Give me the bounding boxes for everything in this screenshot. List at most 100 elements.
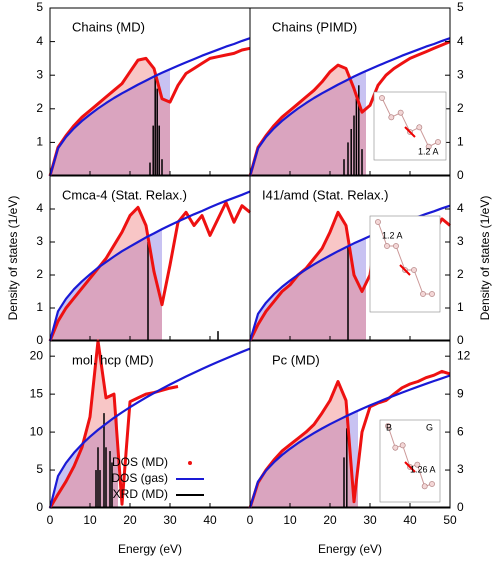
filled-area [50,207,162,341]
filled-area [50,229,162,341]
y-tick-label: 4 [36,34,43,48]
atom [379,95,385,101]
y-tick-label: 12 [457,348,471,362]
filled-area [50,341,118,508]
gas-line [248,37,451,177]
y-tick-label: 20 [30,348,44,362]
y-tick-label: 5 [36,0,43,14]
legend-label: XRD (MD) [113,487,168,501]
y-axis-label: Density of states (1/eV) [478,196,492,321]
x-axis-label: Energy (eV) [318,542,382,556]
y-tick-label: 0 [457,333,464,347]
y-tick-label: 0 [457,500,464,514]
x-tick-label: 40 [203,513,217,527]
y-axis-label: Density of states (1/eV) [6,196,20,321]
filled-area [250,212,366,341]
panel-frame [249,340,451,509]
dos-line [48,46,251,177]
x-tick-label: 0 [247,513,254,527]
y-tick-label: 5 [457,0,464,14]
dos-line [248,369,451,509]
atom [385,423,391,429]
filled-area [250,71,366,176]
y-tick-label: 15 [30,386,44,400]
x-tick-label: 0 [47,513,54,527]
y-tick-label: 2 [457,101,464,115]
panel: 0 1 2 3 4 5 Chains (MD) [36,0,251,182]
bond-highlight [399,264,411,276]
y-tick-label: 9 [457,386,464,400]
x-tick-label: 40 [403,513,417,527]
atom [393,243,399,249]
panel: 0 5 10 15 20 0 10 20 30 40 mol. hcp (MD) Energy (eV… [30,339,251,556]
y-tick-label: 3 [457,462,464,476]
bond-highlight [404,126,416,138]
panel: 0 3 6 9 12 0 10 20 30 40 50 Pc (MD) Energy (eV) B G 1.2… [247,340,471,556]
y-tick-label: 1 [457,135,464,149]
atom [429,291,435,297]
y-tick-label: 1 [36,135,43,149]
panel-title: Chains (MD) [72,19,145,34]
x-tick-label: 20 [323,513,337,527]
atom [397,109,404,116]
atom [425,143,432,150]
y-tick-label: 3 [457,67,464,81]
y-tick-label: 4 [457,201,464,215]
y-tick-label: 10 [30,424,44,438]
atom [429,481,435,487]
y-tick-label: 0 [36,333,43,347]
annotation: B [386,422,392,432]
filled-area [50,69,170,176]
filled-area [250,237,366,341]
y-tick-label: 5 [36,462,43,476]
atom [384,243,390,249]
atom [388,114,395,121]
panel: 0 1 2 3 4 I41/amd (Stat. Relax.) 1.2 A [248,175,464,347]
atom [411,267,417,273]
y-tick-label: 3 [457,234,464,248]
inset [373,91,447,161]
atom [420,291,426,297]
filled-area [50,58,170,176]
x-tick-label: 10 [283,513,297,527]
panel-title: I41/amd (Stat. Relax.) [262,187,388,202]
y-tick-label: 0 [36,168,43,182]
x-tick-label: 30 [163,513,177,527]
y-tick-label: 6 [457,424,464,438]
y-tick-label: 4 [457,34,464,48]
gas-line [48,37,251,177]
filled-area [250,65,366,176]
y-tick-label: 3 [36,67,43,81]
atom [421,483,428,490]
inset [369,215,441,313]
x-tick-label: 30 [363,513,377,527]
y-tick-label: 0 [36,500,43,514]
atom [392,444,399,451]
atom [435,139,441,145]
annotation: 1.2 A [418,146,439,156]
y-tick-label: 1 [36,300,43,314]
panel-title: mol. hcp (MD) [72,352,154,367]
y-tick-label: 3 [36,234,43,248]
x-tick-label: 50 [443,513,457,527]
annotation: 1.2 A [382,230,403,240]
annotation: 1.26 A [410,464,436,474]
atom [399,442,406,449]
bond-highlight [404,461,416,473]
x-tick-label: 20 [123,513,137,527]
inset [379,419,441,503]
legend-label: DOS (MD) [112,455,168,469]
panel: 0 1 2 3 4 Cmca-4 (Stat. Relax.) [36,175,251,347]
panel-title: Pc (MD) [272,352,320,367]
y-tick-label: 4 [36,201,43,215]
atom [375,219,381,225]
annotation: G [426,422,433,432]
x-tick-label: 10 [83,513,97,527]
y-tick-label: 2 [457,267,464,281]
filled-area [250,381,358,508]
dos-line [48,200,251,342]
legend-label: DOS (gas) [111,471,168,485]
y-tick-label: 1 [457,300,464,314]
x-axis-label: Energy (eV) [118,542,182,556]
